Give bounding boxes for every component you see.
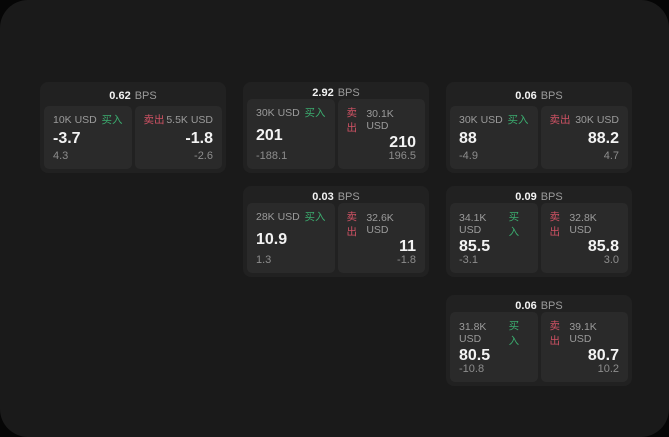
- buy-panel[interactable]: 10K USD 买入 -3.7 4.3: [44, 106, 132, 169]
- sell-notional: 5.5K USD: [166, 113, 213, 126]
- sell-notional: 30K USD: [575, 113, 619, 126]
- sell-label[interactable]: 卖出: [143, 114, 165, 126]
- sell-panel[interactable]: 卖出 32.8K USD 85.8 3.0: [540, 203, 628, 273]
- sell-notional: 39.1K USD: [569, 321, 597, 345]
- sell-price: 80.7: [587, 347, 619, 364]
- buy-notional: 30K USD: [459, 113, 503, 126]
- sell-notional: 32.8K USD: [569, 212, 597, 236]
- quote-card: 2.92 BPS 30K USD 买入 201 -188.1 卖出 30.1K …: [243, 82, 429, 173]
- bps-unit-label: BPS: [540, 299, 563, 312]
- buy-delta: -188.1: [256, 150, 288, 162]
- sell-delta: 4.7: [603, 150, 619, 162]
- quote-card: 0.06 BPS 30K USD 买入 88 -4.9 卖出 30K USD 8…: [446, 82, 632, 173]
- bps-header: 2.92 BPS: [247, 86, 425, 99]
- sell-price: 210: [389, 134, 416, 151]
- sell-delta: -1.8: [397, 254, 416, 266]
- quote-card: 0.62 BPS 10K USD 买入 -3.7 4.3 卖出 5.5K USD…: [40, 82, 226, 173]
- bps-value: 0.62: [109, 90, 131, 102]
- bps-unit-label: BPS: [134, 90, 157, 102]
- buy-label[interactable]: 买入: [101, 114, 123, 126]
- bps-value: 0.09: [515, 190, 537, 203]
- sell-panel[interactable]: 卖出 32.6K USD 11 -1.8: [337, 203, 425, 273]
- buy-price: 88: [459, 130, 477, 147]
- buy-panel[interactable]: 34.1K USD 买入 85.5 -3.1: [450, 203, 538, 273]
- bps-unit-label: BPS: [337, 190, 360, 203]
- bps-header: 0.62 BPS: [44, 86, 222, 106]
- buy-price: 80.5: [459, 347, 491, 364]
- quote-card: 0.03 BPS 28K USD 买入 10.9 1.3 卖出 32.6K US…: [243, 186, 429, 277]
- bps-header: 0.03 BPS: [247, 190, 425, 203]
- sell-panel[interactable]: 卖出 30.1K USD 210 196.5: [337, 99, 425, 169]
- sell-price: -1.8: [185, 130, 213, 147]
- buy-delta: -10.8: [459, 363, 485, 375]
- sell-label[interactable]: 卖出: [549, 211, 561, 238]
- bps-value: 2.92: [312, 86, 334, 99]
- sell-delta: 3.0: [603, 254, 619, 266]
- sell-notional: 30.1K USD: [366, 108, 394, 132]
- sell-panel[interactable]: 卖出 39.1K USD 80.7 10.2: [540, 312, 628, 382]
- buy-label[interactable]: 买入: [508, 320, 520, 347]
- bps-value: 0.06: [515, 90, 537, 102]
- bps-value: 0.06: [515, 299, 537, 312]
- buy-notional: 31.8K USD: [459, 321, 487, 345]
- sell-delta: -2.6: [194, 150, 213, 162]
- quote-card: 0.09 BPS 34.1K USD 买入 85.5 -3.1 卖出 32.8K…: [446, 186, 632, 277]
- buy-panel[interactable]: 31.8K USD 买入 80.5 -10.8: [450, 312, 538, 382]
- sell-price: 11: [399, 238, 416, 255]
- bps-header: 0.06 BPS: [450, 299, 628, 312]
- buy-delta: 4.3: [53, 150, 69, 162]
- buy-label[interactable]: 买入: [507, 114, 529, 126]
- sell-label[interactable]: 卖出: [549, 114, 571, 126]
- sell-label[interactable]: 卖出: [549, 320, 561, 347]
- sell-panel[interactable]: 卖出 5.5K USD -1.8 -2.6: [134, 106, 222, 169]
- buy-price: 10.9: [256, 230, 288, 248]
- sell-delta: 10.2: [597, 363, 619, 375]
- buy-notional: 28K USD: [256, 210, 300, 223]
- buy-panel[interactable]: 28K USD 买入 10.9 1.3: [247, 203, 335, 273]
- bps-value: 0.03: [312, 190, 334, 203]
- buy-delta: -3.1: [459, 254, 478, 266]
- buy-panel[interactable]: 30K USD 买入 201 -188.1: [247, 99, 335, 169]
- buy-price: 201: [256, 126, 283, 144]
- buy-price: 85.5: [459, 238, 491, 255]
- sell-label[interactable]: 卖出: [346, 107, 358, 134]
- buy-label[interactable]: 买入: [508, 211, 520, 238]
- sell-price: 88.2: [587, 130, 619, 147]
- bps-unit-label: BPS: [540, 90, 563, 102]
- bps-unit-label: BPS: [540, 190, 563, 203]
- sell-label[interactable]: 卖出: [346, 211, 358, 238]
- sell-price: 85.8: [587, 238, 619, 255]
- buy-label[interactable]: 买入: [304, 107, 326, 119]
- bps-unit-label: BPS: [337, 86, 360, 99]
- buy-panel[interactable]: 30K USD 买入 88 -4.9: [450, 106, 538, 169]
- quote-card: 0.06 BPS 31.8K USD 买入 80.5 -10.8 卖出 39.1…: [446, 295, 632, 386]
- buy-notional: 34.1K USD: [459, 212, 487, 236]
- buy-price: -3.7: [53, 130, 81, 147]
- buy-label[interactable]: 买入: [304, 211, 326, 223]
- sell-panel[interactable]: 卖出 30K USD 88.2 4.7: [540, 106, 628, 169]
- buy-notional: 30K USD: [256, 106, 300, 119]
- buy-delta: -4.9: [459, 150, 478, 162]
- buy-notional: 10K USD: [53, 113, 97, 126]
- bps-header: 0.09 BPS: [450, 190, 628, 203]
- sell-notional: 32.6K USD: [366, 212, 394, 236]
- sell-delta: 196.5: [388, 150, 416, 162]
- bps-header: 0.06 BPS: [450, 86, 628, 106]
- buy-delta: 1.3: [256, 254, 272, 266]
